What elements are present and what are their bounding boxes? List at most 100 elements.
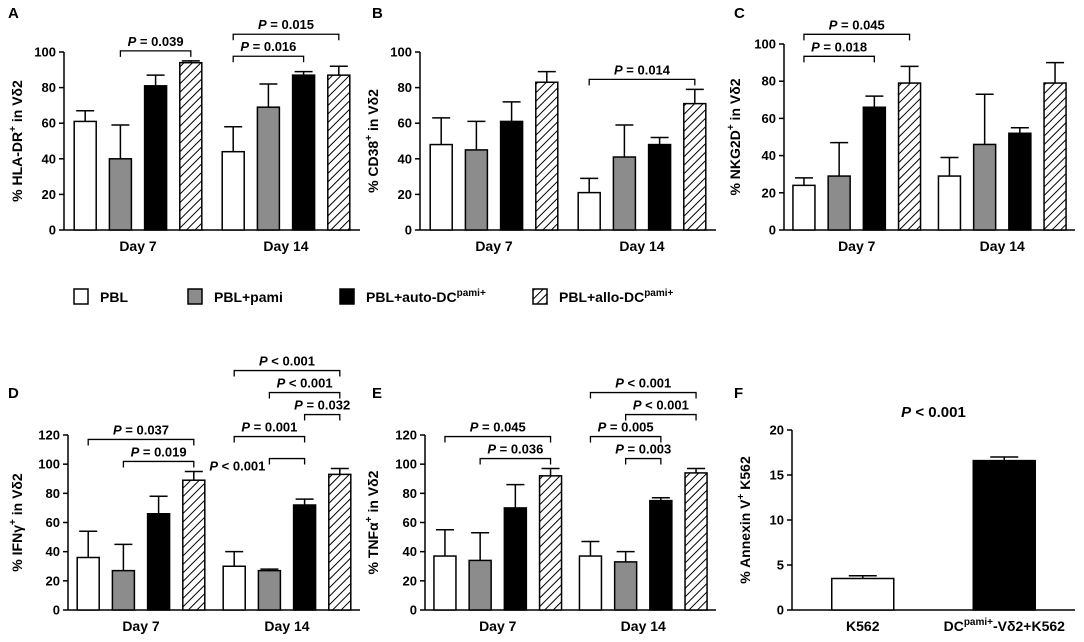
y-tick-label: 60: [398, 116, 412, 131]
y-tick-label: 10: [770, 513, 784, 528]
significance-bracket: [625, 413, 697, 421]
panel-f: F 0 5 10 15 20 % Annexin V+ K562 K562 DCpami+-Vδ…: [734, 385, 1075, 634]
x-category-label: Day 14: [621, 618, 666, 634]
y-tick-label: 80: [403, 486, 417, 501]
p-value-label: P < 0.001: [615, 376, 671, 391]
y-tick-label: 40: [398, 151, 412, 166]
legend: PBL PBL+pami PBL+auto-DCpami+ PBL+allo-DCpa…: [73, 288, 674, 305]
significance-bracket: [87, 438, 195, 446]
bar-pbl-allo-dc: [1043, 82, 1067, 231]
p-value-label: P = 0.015: [258, 17, 314, 32]
y-tick-label: 60: [46, 515, 60, 530]
bar-pbl-auto-dc: [499, 120, 524, 231]
bar-pbl-auto-dc: [291, 74, 316, 231]
y-tick-label: 20: [403, 573, 417, 588]
y-tick-label: 80: [46, 486, 60, 501]
bar-pbl: [221, 150, 245, 231]
legend-swatch: [187, 288, 203, 305]
y-axis-label: % CD38+ in Vδ2: [364, 89, 381, 193]
p-value-label: P = 0.039: [128, 34, 184, 49]
y-tick-label: 20: [770, 423, 784, 438]
bar-pbl: [222, 565, 246, 611]
panel-letter-c: C: [734, 5, 745, 22]
p-value-label: P = 0.001: [241, 420, 297, 435]
y-tick-label: 0: [410, 603, 417, 618]
p-value-label: P < 0.001: [901, 404, 966, 421]
p-value-label: P = 0.003: [615, 442, 671, 457]
bar-pbl-allo-dc: [328, 473, 352, 611]
y-axis-label: % HLA-DR+ in Vδ2: [8, 80, 25, 202]
bar-pbl-auto-dc: [292, 504, 317, 611]
significance-bracket: [803, 33, 911, 41]
bar-pbl: [577, 191, 601, 231]
legend-swatch: [339, 288, 355, 305]
x-category-label: Day 7: [475, 238, 513, 254]
y-tick-label: 60: [403, 515, 417, 530]
significance-bracket: [444, 435, 552, 443]
p-value-label: P < 0.001: [259, 354, 315, 369]
bar-pbl-allo-dc: [897, 82, 922, 231]
p-value-label: P = 0.036: [487, 442, 543, 457]
y-tick-label: 0: [769, 223, 776, 238]
p-value-label: P = 0.005: [598, 420, 654, 435]
y-tick-label: 80: [42, 80, 56, 95]
x-category-label: K562: [846, 618, 880, 634]
y-tick-label: 0: [49, 223, 56, 238]
p-value-label: P = 0.019: [131, 444, 187, 459]
x-category-label: Day 14: [980, 238, 1025, 254]
bar-pbl-allo-dc: [684, 472, 708, 611]
y-axis-label: % IFNγ+ in Vδ2: [8, 473, 25, 572]
panel-a: A 0 20 40 60 80 100 % HLA-DR+ in Vδ2 Day 7 Day 14…: [8, 5, 360, 254]
y-tick-label: 40: [762, 148, 776, 163]
significance-bracket: [303, 413, 341, 421]
bar-pbl-allo-dc: [182, 479, 206, 611]
significance-bracket: [233, 369, 341, 377]
y-tick-label: 40: [42, 151, 56, 166]
panel-letter-a: A: [8, 5, 19, 22]
significance-bracket: [122, 460, 195, 468]
bar-pbl-pami: [827, 175, 851, 231]
significance-bracket: [589, 435, 662, 443]
y-tick-label: 15: [770, 468, 784, 483]
bar-pbl-pami: [613, 561, 638, 611]
bar-pbl-pami: [468, 559, 492, 611]
significance-bracket: [803, 55, 875, 63]
x-category-label: Day 7: [122, 618, 160, 634]
panel-letter-b: B: [372, 5, 383, 22]
significance-bracket: [268, 457, 306, 465]
legend-label: PBL+auto-DCpami+: [366, 288, 486, 305]
panel-letter-d: D: [8, 385, 19, 402]
p-value-label: P = 0.045: [470, 420, 526, 435]
significance-bracket: [268, 391, 341, 399]
bar-1: [972, 459, 1036, 611]
bar-pbl-pami: [612, 156, 637, 231]
y-tick-label: 40: [46, 544, 60, 559]
p-value-label: P = 0.037: [113, 422, 169, 437]
bar-pbl: [429, 143, 453, 231]
legend-label: PBL+pami: [214, 289, 283, 305]
y-tick-label: 20: [46, 573, 60, 588]
y-tick-label: 80: [762, 74, 776, 89]
bar-pbl-allo-dc: [683, 102, 707, 231]
y-tick-label: 0: [777, 603, 784, 618]
bar-pbl: [937, 175, 962, 231]
bar-pbl-allo-dc: [535, 81, 559, 231]
y-tick-label: 0: [405, 223, 412, 238]
panel-e: E 0 20 40 60 80 100 120 % TNFα+ in Vδ2 Day 7 Day 1…: [364, 376, 716, 634]
y-axis-label: % TNFα+ in Vδ2: [364, 470, 381, 574]
bar-pbl: [792, 184, 816, 231]
bar-pbl: [73, 120, 97, 231]
bar-pbl-auto-dc: [647, 143, 672, 231]
y-tick-label: 100: [395, 457, 417, 472]
p-value-label: P < 0.001: [277, 376, 333, 391]
p-value-label: P = 0.045: [829, 17, 885, 32]
legend-label: PBL: [100, 289, 128, 305]
y-tick-label: 100: [390, 45, 412, 60]
panel-d: D 0 20 40 60 80 100 120 % IFNγ+ in Vδ2 Day 7 Day 1…: [8, 354, 360, 634]
significance-bracket: [589, 391, 697, 399]
y-tick-label: 20: [398, 187, 412, 202]
y-tick-label: 120: [395, 428, 417, 443]
y-tick-label: 100: [754, 37, 776, 52]
legend-swatch: [73, 288, 89, 305]
